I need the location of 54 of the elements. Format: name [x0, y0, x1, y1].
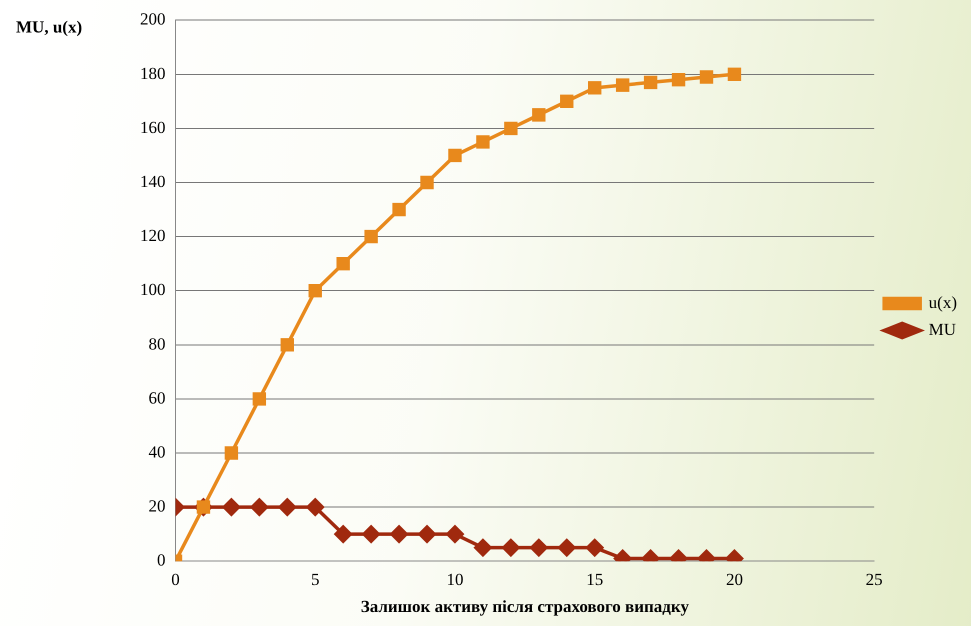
point [474, 538, 492, 556]
x-tick-label: 20 [726, 570, 743, 589]
y-tick-label: 180 [140, 64, 166, 83]
point [224, 446, 238, 460]
x-tick-label: 0 [171, 570, 180, 589]
y-tick-label: 20 [148, 496, 166, 516]
point [502, 538, 520, 556]
point [586, 538, 604, 556]
point [336, 256, 350, 270]
x-axis-title: Залишок активу після страхового випадку [360, 597, 690, 616]
point [588, 81, 602, 95]
y-tick-label: 140 [140, 172, 166, 191]
point [308, 284, 322, 298]
point [334, 525, 352, 543]
y-tick-label: 100 [140, 280, 166, 300]
point [364, 230, 378, 244]
y-tick-label: 40 [148, 442, 166, 462]
point [252, 392, 266, 406]
point [418, 525, 436, 543]
point [250, 498, 268, 516]
y-tick-label: 60 [148, 388, 166, 408]
point [362, 525, 380, 543]
point [420, 176, 434, 190]
point [390, 525, 408, 543]
point [700, 70, 714, 84]
point [476, 135, 490, 149]
y-tick-label: 160 [140, 118, 166, 137]
y-axis-title: MU, u(x) [16, 18, 82, 37]
point [222, 498, 240, 516]
point [278, 498, 296, 516]
x-tick-label: 10 [446, 570, 464, 589]
point [532, 108, 546, 122]
x-tick-label: 25 [866, 570, 883, 589]
point [392, 202, 406, 216]
point [446, 525, 464, 543]
point [644, 76, 658, 90]
point [616, 78, 630, 92]
point [280, 338, 294, 352]
point [504, 122, 518, 136]
point [530, 538, 548, 556]
point [560, 94, 574, 108]
point [558, 538, 576, 556]
y-tick-label: 0 [157, 550, 166, 570]
point [448, 148, 462, 162]
x-tick-label: 5 [310, 570, 320, 589]
point [672, 73, 686, 86]
point [728, 68, 742, 81]
x-tick-label: 15 [586, 570, 604, 589]
y-tick-label: 120 [140, 226, 166, 246]
legend-label: MU [928, 320, 956, 339]
y-tick-label: 80 [148, 334, 166, 354]
legend-label: u(x) [928, 292, 958, 312]
y-tick-label: 200 [140, 10, 166, 29]
point [306, 498, 324, 516]
